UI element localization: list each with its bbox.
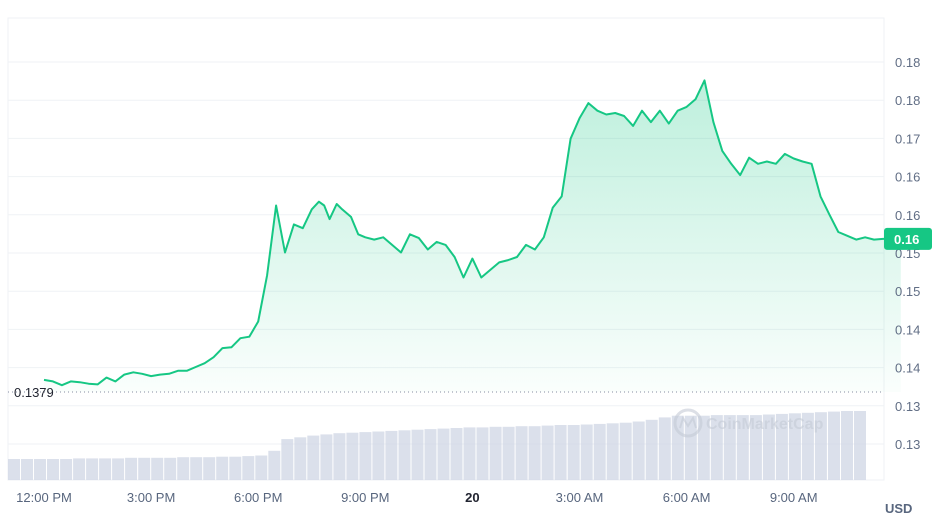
volume-bar bbox=[151, 457, 164, 480]
volume-bar bbox=[307, 435, 320, 480]
volume-bar bbox=[255, 455, 268, 480]
volume-bar bbox=[8, 459, 20, 480]
volume-bar bbox=[47, 459, 59, 480]
volume-bar bbox=[841, 411, 853, 480]
price-line bbox=[43, 79, 901, 387]
volume-bar bbox=[723, 415, 736, 480]
x-tick-label: 3:00 PM bbox=[127, 490, 175, 505]
y-tick-label: 0.16 bbox=[895, 208, 920, 223]
currency-unit: USD bbox=[885, 501, 912, 516]
volume-bar bbox=[828, 411, 840, 480]
volume-bar bbox=[502, 426, 515, 480]
volume-bar bbox=[854, 411, 866, 480]
volume-bar bbox=[541, 425, 554, 480]
volume-bars bbox=[8, 411, 866, 480]
volume-bar bbox=[99, 458, 112, 480]
volume-bar bbox=[125, 457, 138, 480]
y-tick-label: 0.15 bbox=[895, 284, 920, 299]
volume-bar bbox=[593, 423, 606, 480]
watermark: CoinMarketCap bbox=[673, 408, 824, 438]
volume-bar bbox=[814, 412, 827, 480]
y-tick-label: 0.18 bbox=[895, 55, 920, 70]
volume-bar bbox=[697, 415, 710, 480]
volume-bar bbox=[424, 429, 437, 480]
volume-bar bbox=[567, 425, 580, 480]
volume-bar bbox=[411, 429, 424, 480]
volume-bar bbox=[73, 458, 86, 480]
x-tick-label: 6:00 PM bbox=[234, 490, 282, 505]
volume-bar bbox=[762, 414, 775, 480]
volume-bar bbox=[242, 456, 255, 480]
y-tick-label: 0.13 bbox=[895, 399, 920, 414]
volume-bar bbox=[190, 457, 203, 480]
reference-label: 0.1379 bbox=[14, 385, 54, 400]
volume-bar bbox=[320, 434, 333, 480]
x-tick-label: 9:00 AM bbox=[770, 490, 818, 505]
volume-bar bbox=[385, 430, 398, 480]
x-tick-label: 3:00 AM bbox=[556, 490, 604, 505]
volume-bar bbox=[21, 459, 33, 480]
y-tick-label: 0.13 bbox=[895, 437, 920, 452]
volume-bar bbox=[619, 422, 632, 480]
volume-bar bbox=[515, 426, 528, 480]
volume-bar bbox=[645, 419, 658, 480]
volume-bar bbox=[736, 415, 749, 480]
volume-bar bbox=[138, 457, 151, 480]
volume-bar bbox=[86, 458, 99, 480]
volume-bar bbox=[216, 456, 229, 480]
volume-bar bbox=[333, 433, 346, 480]
volume-bar bbox=[658, 417, 671, 480]
watermark-text: CoinMarketCap bbox=[706, 416, 824, 433]
volume-bar bbox=[164, 457, 177, 480]
y-tick-label: 0.18 bbox=[895, 93, 920, 108]
volume-bar bbox=[268, 450, 281, 480]
volume-bar bbox=[632, 421, 645, 480]
volume-bar bbox=[229, 456, 242, 480]
volume-bar bbox=[671, 415, 684, 480]
volume-bar bbox=[749, 415, 762, 480]
y-tick-label: 0.16 bbox=[895, 170, 920, 185]
volume-bar bbox=[112, 458, 125, 480]
volume-bar bbox=[281, 439, 294, 480]
volume-bar bbox=[398, 430, 411, 480]
volume-bar bbox=[294, 437, 307, 480]
volume-bar bbox=[710, 415, 723, 480]
current-price-label: 0.16 bbox=[894, 232, 919, 247]
current-price-badge: 0.16 bbox=[884, 227, 932, 250]
volume-bar bbox=[450, 428, 463, 480]
volume-bar bbox=[359, 432, 372, 480]
volume-bar bbox=[177, 457, 190, 480]
volume-bar bbox=[60, 459, 73, 480]
y-tick-label: 0.17 bbox=[895, 131, 920, 146]
volume-bar bbox=[203, 457, 216, 480]
volume-bar bbox=[788, 413, 801, 480]
volume-bar bbox=[34, 459, 46, 480]
x-tick-label: 6:00 AM bbox=[663, 490, 711, 505]
volume-bar bbox=[554, 425, 567, 480]
volume-bar bbox=[437, 428, 450, 480]
y-axis: 0.180.180.170.160.160.150.150.140.140.13… bbox=[895, 55, 920, 452]
volume-bar bbox=[801, 412, 814, 480]
x-tick-label: 20 bbox=[465, 490, 479, 505]
volume-bar bbox=[606, 423, 619, 480]
volume-bar bbox=[489, 426, 502, 480]
volume-bar bbox=[372, 431, 385, 480]
y-tick-label: 0.14 bbox=[895, 322, 920, 337]
volume-bar bbox=[775, 413, 788, 480]
volume-bar bbox=[476, 427, 489, 480]
x-axis: 12:00 PM 3:00 PM 6:00 PM 9:00 PM 20 3:00 AM 6:… bbox=[16, 490, 817, 505]
x-tick-label: 9:00 PM bbox=[341, 490, 389, 505]
volume-bar bbox=[684, 415, 697, 480]
volume-bar bbox=[346, 432, 359, 480]
price-area bbox=[44, 80, 901, 393]
y-tick-label: 0.14 bbox=[895, 361, 920, 376]
volume-bar bbox=[580, 424, 593, 480]
volume-bar bbox=[463, 427, 476, 480]
volume-bar bbox=[528, 426, 541, 480]
x-tick-label: 12:00 PM bbox=[16, 490, 72, 505]
